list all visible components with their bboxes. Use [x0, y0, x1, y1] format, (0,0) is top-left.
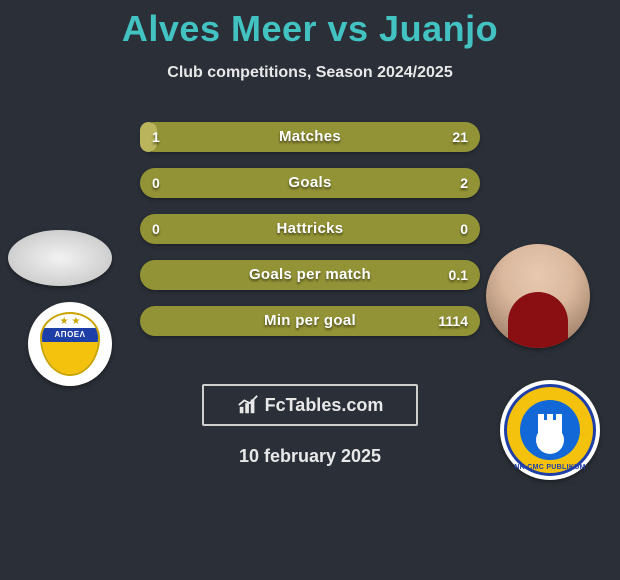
- player1-club-text: ΑΠΟΕΛ: [42, 328, 98, 342]
- page-title: Alves Meer vs Juanjo: [0, 0, 620, 50]
- stat-label: Goals: [140, 168, 480, 198]
- player1-club-logo: ΑΠΟΕΛ: [28, 302, 112, 386]
- player2-club-logo: NK CMC PUBLIKUM: [500, 380, 600, 480]
- player2-club-text: NK CMC PUBLIKUM: [507, 464, 593, 471]
- comparison-stage: ΑΠΟΕΛ NK CMC PUBLIKUM 1Matches210Goals20…: [0, 122, 620, 362]
- stat-bars: 1Matches210Goals20Hattricks0Goals per ma…: [140, 122, 480, 352]
- brand-text: FcTables.com: [265, 395, 384, 416]
- stat-right-value: 0: [460, 214, 468, 244]
- stat-label: Goals per match: [140, 260, 480, 290]
- stat-right-value: 0.1: [449, 260, 468, 290]
- stat-label: Hattricks: [140, 214, 480, 244]
- chart-icon: [237, 394, 259, 416]
- stat-bar: Min per goal1114: [140, 306, 480, 336]
- ball-icon: [536, 426, 564, 454]
- stat-bar: 0Goals2: [140, 168, 480, 198]
- stat-right-value: 1114: [438, 306, 468, 336]
- subtitle: Club competitions, Season 2024/2025: [0, 64, 620, 82]
- stat-bar: 0Hattricks0: [140, 214, 480, 244]
- stat-bar: Goals per match0.1: [140, 260, 480, 290]
- player2-avatar: [486, 244, 590, 348]
- stat-right-value: 2: [460, 168, 468, 198]
- stat-right-value: 21: [452, 122, 468, 152]
- stat-label: Matches: [140, 122, 480, 152]
- stat-bar: 1Matches21: [140, 122, 480, 152]
- player1-avatar: [8, 230, 112, 286]
- brand-box[interactable]: FcTables.com: [202, 384, 418, 426]
- stat-label: Min per goal: [140, 306, 480, 336]
